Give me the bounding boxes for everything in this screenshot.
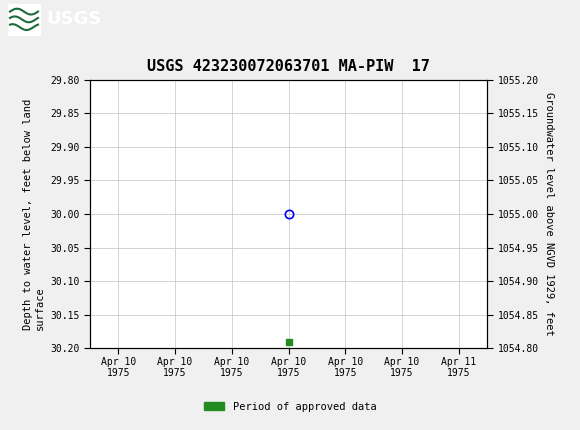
Y-axis label: Depth to water level, feet below land
surface: Depth to water level, feet below land su…	[23, 98, 45, 329]
Bar	[8, 4, 40, 35]
Y-axis label: Groundwater level above NGVD 1929, feet: Groundwater level above NGVD 1929, feet	[544, 92, 554, 336]
Text: USGS: USGS	[46, 10, 102, 28]
Title: USGS 423230072063701 MA-PIW  17: USGS 423230072063701 MA-PIW 17	[147, 59, 430, 74]
Legend: Period of approved data: Period of approved data	[200, 398, 380, 416]
